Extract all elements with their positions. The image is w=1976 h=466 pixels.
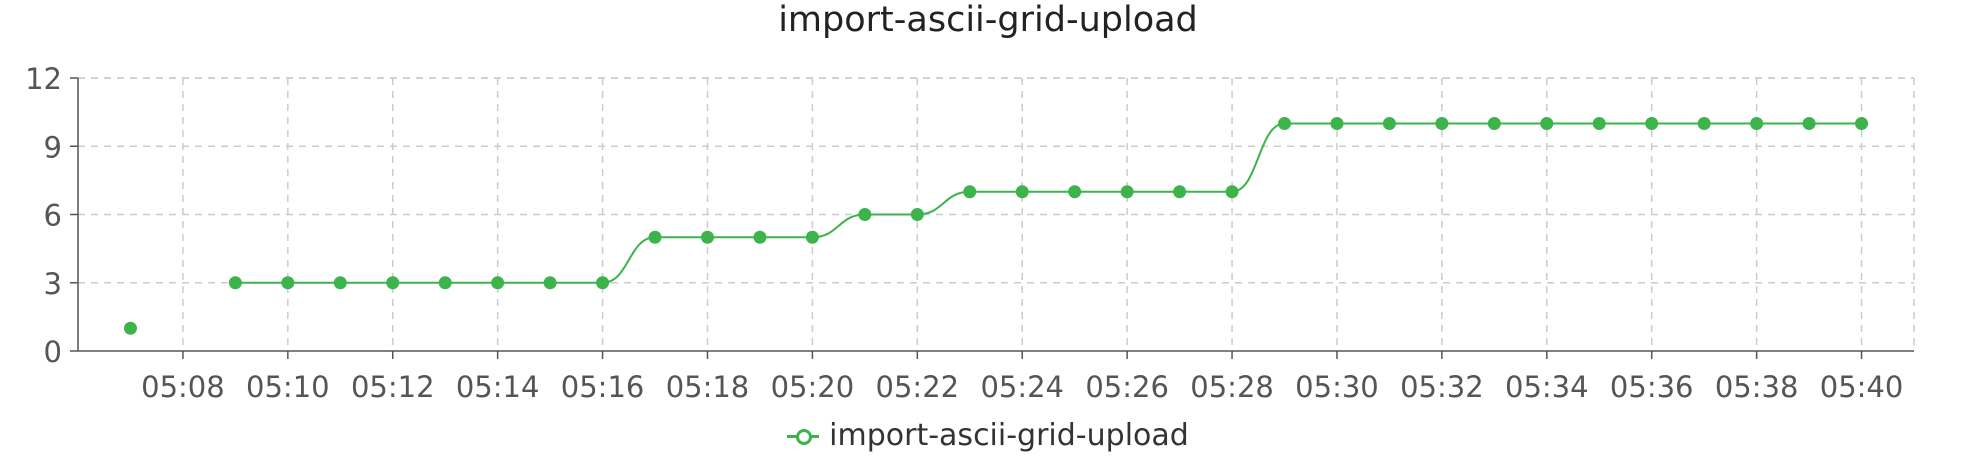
line-with-circle-marker-icon bbox=[787, 426, 820, 446]
data-point bbox=[1802, 117, 1816, 130]
legend[interactable]: import-ascii-grid-upload bbox=[0, 418, 1976, 453]
x-tick-label: 05:18 bbox=[666, 370, 750, 404]
series-line bbox=[235, 122, 1862, 284]
data-point bbox=[648, 230, 662, 244]
data-point bbox=[1592, 117, 1606, 130]
x-tick-label: 05:14 bbox=[456, 370, 540, 404]
y-tick-label: 6 bbox=[44, 199, 62, 233]
data-point bbox=[543, 276, 557, 290]
x-tick-label: 05:26 bbox=[1085, 370, 1169, 404]
x-tick-label: 05:08 bbox=[141, 370, 225, 404]
y-tick-labels: 0 3 6 9 12 bbox=[25, 62, 62, 369]
data-point bbox=[596, 276, 610, 290]
y-tick-label: 3 bbox=[44, 267, 62, 301]
data-point bbox=[1645, 117, 1659, 130]
x-tick-label: 05:28 bbox=[1190, 370, 1274, 404]
data-point bbox=[1330, 117, 1344, 130]
data-point bbox=[491, 276, 505, 290]
y-tick-label: 9 bbox=[44, 130, 62, 164]
data-point bbox=[1540, 117, 1554, 130]
grid-lines bbox=[78, 77, 1915, 351]
axes bbox=[70, 77, 1914, 359]
x-tick-label: 05:12 bbox=[351, 370, 435, 404]
x-tick-label: 05:34 bbox=[1505, 370, 1589, 404]
x-tick-label: 05:36 bbox=[1610, 370, 1694, 404]
series-layer bbox=[123, 117, 1869, 335]
data-point bbox=[963, 185, 977, 199]
x-tick-labels: 05:08 05:10 05:12 05:14 05:16 05:18 05:20 05:22… bbox=[141, 370, 1903, 404]
data-point bbox=[753, 230, 767, 244]
x-tick-label: 05:16 bbox=[561, 370, 645, 404]
data-point bbox=[333, 276, 347, 290]
data-point bbox=[386, 276, 400, 290]
data-point bbox=[1173, 185, 1187, 199]
data-point bbox=[1120, 185, 1134, 199]
chart-title: import-ascii-grid-upload bbox=[778, 0, 1198, 40]
data-point bbox=[910, 208, 924, 221]
legend-label: import-ascii-grid-upload bbox=[829, 418, 1189, 453]
data-point bbox=[1750, 117, 1764, 130]
data-point bbox=[1435, 117, 1449, 130]
data-point bbox=[228, 276, 242, 290]
x-tick-label: 05:20 bbox=[771, 370, 855, 404]
data-point bbox=[1697, 117, 1711, 130]
data-point bbox=[281, 276, 295, 290]
y-tick-label: 0 bbox=[44, 335, 62, 369]
data-point bbox=[1487, 117, 1501, 130]
x-tick-label: 05:22 bbox=[876, 370, 960, 404]
data-point bbox=[1382, 117, 1396, 130]
data-point bbox=[858, 208, 872, 221]
data-point bbox=[700, 230, 714, 244]
x-tick-label: 05:40 bbox=[1820, 370, 1904, 404]
data-point bbox=[1068, 185, 1082, 199]
data-point bbox=[1855, 117, 1869, 130]
data-point bbox=[438, 276, 452, 290]
x-tick-label: 05:24 bbox=[980, 370, 1064, 404]
x-tick-label: 05:10 bbox=[246, 370, 330, 404]
data-point bbox=[1015, 185, 1029, 199]
data-point bbox=[1225, 185, 1239, 199]
x-tick-label: 05:30 bbox=[1295, 370, 1379, 404]
x-tick-label: 05:38 bbox=[1715, 370, 1799, 404]
data-point bbox=[805, 230, 819, 244]
data-point bbox=[123, 321, 137, 335]
y-tick-label: 12 bbox=[25, 62, 62, 96]
data-point bbox=[1278, 117, 1292, 130]
x-tick-label: 05:32 bbox=[1400, 370, 1484, 404]
